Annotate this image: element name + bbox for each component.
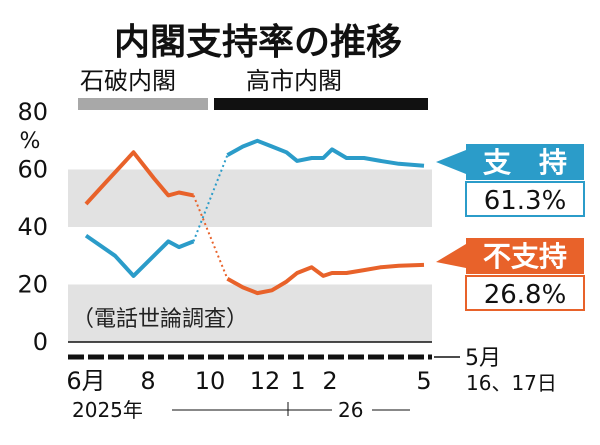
series-value-box-0 [465,181,585,217]
y-tick-label: 20 [17,271,48,299]
series-value-label-0: 61.3% [484,186,567,216]
series-label-tab-1 [466,238,584,274]
x-tick-label: 2 [322,367,337,395]
x-last-tick-sublabel: 16、17日 [466,371,557,395]
y-tick-label: 40 [17,213,48,241]
grid-band-0 [68,284,432,342]
series-line-1-ishiba [84,150,194,206]
chart-title: 内閣支持率の推移 [114,22,402,63]
period-bar-ishiba [78,98,208,110]
y-tick-label: 60 [17,156,48,184]
series-labels: 支 持 61.3% 不支持 26.8% [436,144,585,311]
period-bar-takaichi [214,98,428,110]
series-label-tab-0 [466,144,584,180]
x-tick-label: 10 [195,367,226,395]
series-line-0-takaichi [226,138,425,168]
x-last-tick-label: 5月 [465,346,501,371]
y-tick-label: 80 [17,98,48,126]
series-bridge-0 [192,154,229,242]
period-label-takaichi: 高市内閣 [246,67,342,95]
grid-bands [68,169,432,342]
x-tick-label: 8 [140,367,155,395]
grid-band-1 [68,169,432,227]
y-unit-label: % [20,129,41,154]
series-lines [84,138,425,296]
series-name-label-0: 支 持 [483,146,567,179]
y-axis: 0 20 40 60 80 [17,98,432,356]
series-value-label-1: 26.8% [484,280,567,310]
x-tick-label: 6月 [66,367,105,395]
x-tick-label: 5 [416,367,431,395]
x-tick-label: 1 [290,367,305,395]
period-label-ishiba: 石破内閣 [80,67,176,95]
series-label-pointer-0 [436,150,466,174]
y-tick-label: 0 [33,328,48,356]
series-label-pointer-1 [436,244,466,268]
series-line-1-takaichi [226,262,425,296]
x-tick-label: 12 [250,367,281,395]
year-label-2026: 26 [338,398,363,422]
series-line-0-ishiba [84,233,195,278]
series-name-label-1: 不支持 [483,240,567,273]
year-label-2025: 2025年 [72,398,143,422]
series-value-box-1 [465,275,585,311]
series-bridge-1 [192,194,229,280]
note-label: （電話世論調査） [72,307,248,332]
